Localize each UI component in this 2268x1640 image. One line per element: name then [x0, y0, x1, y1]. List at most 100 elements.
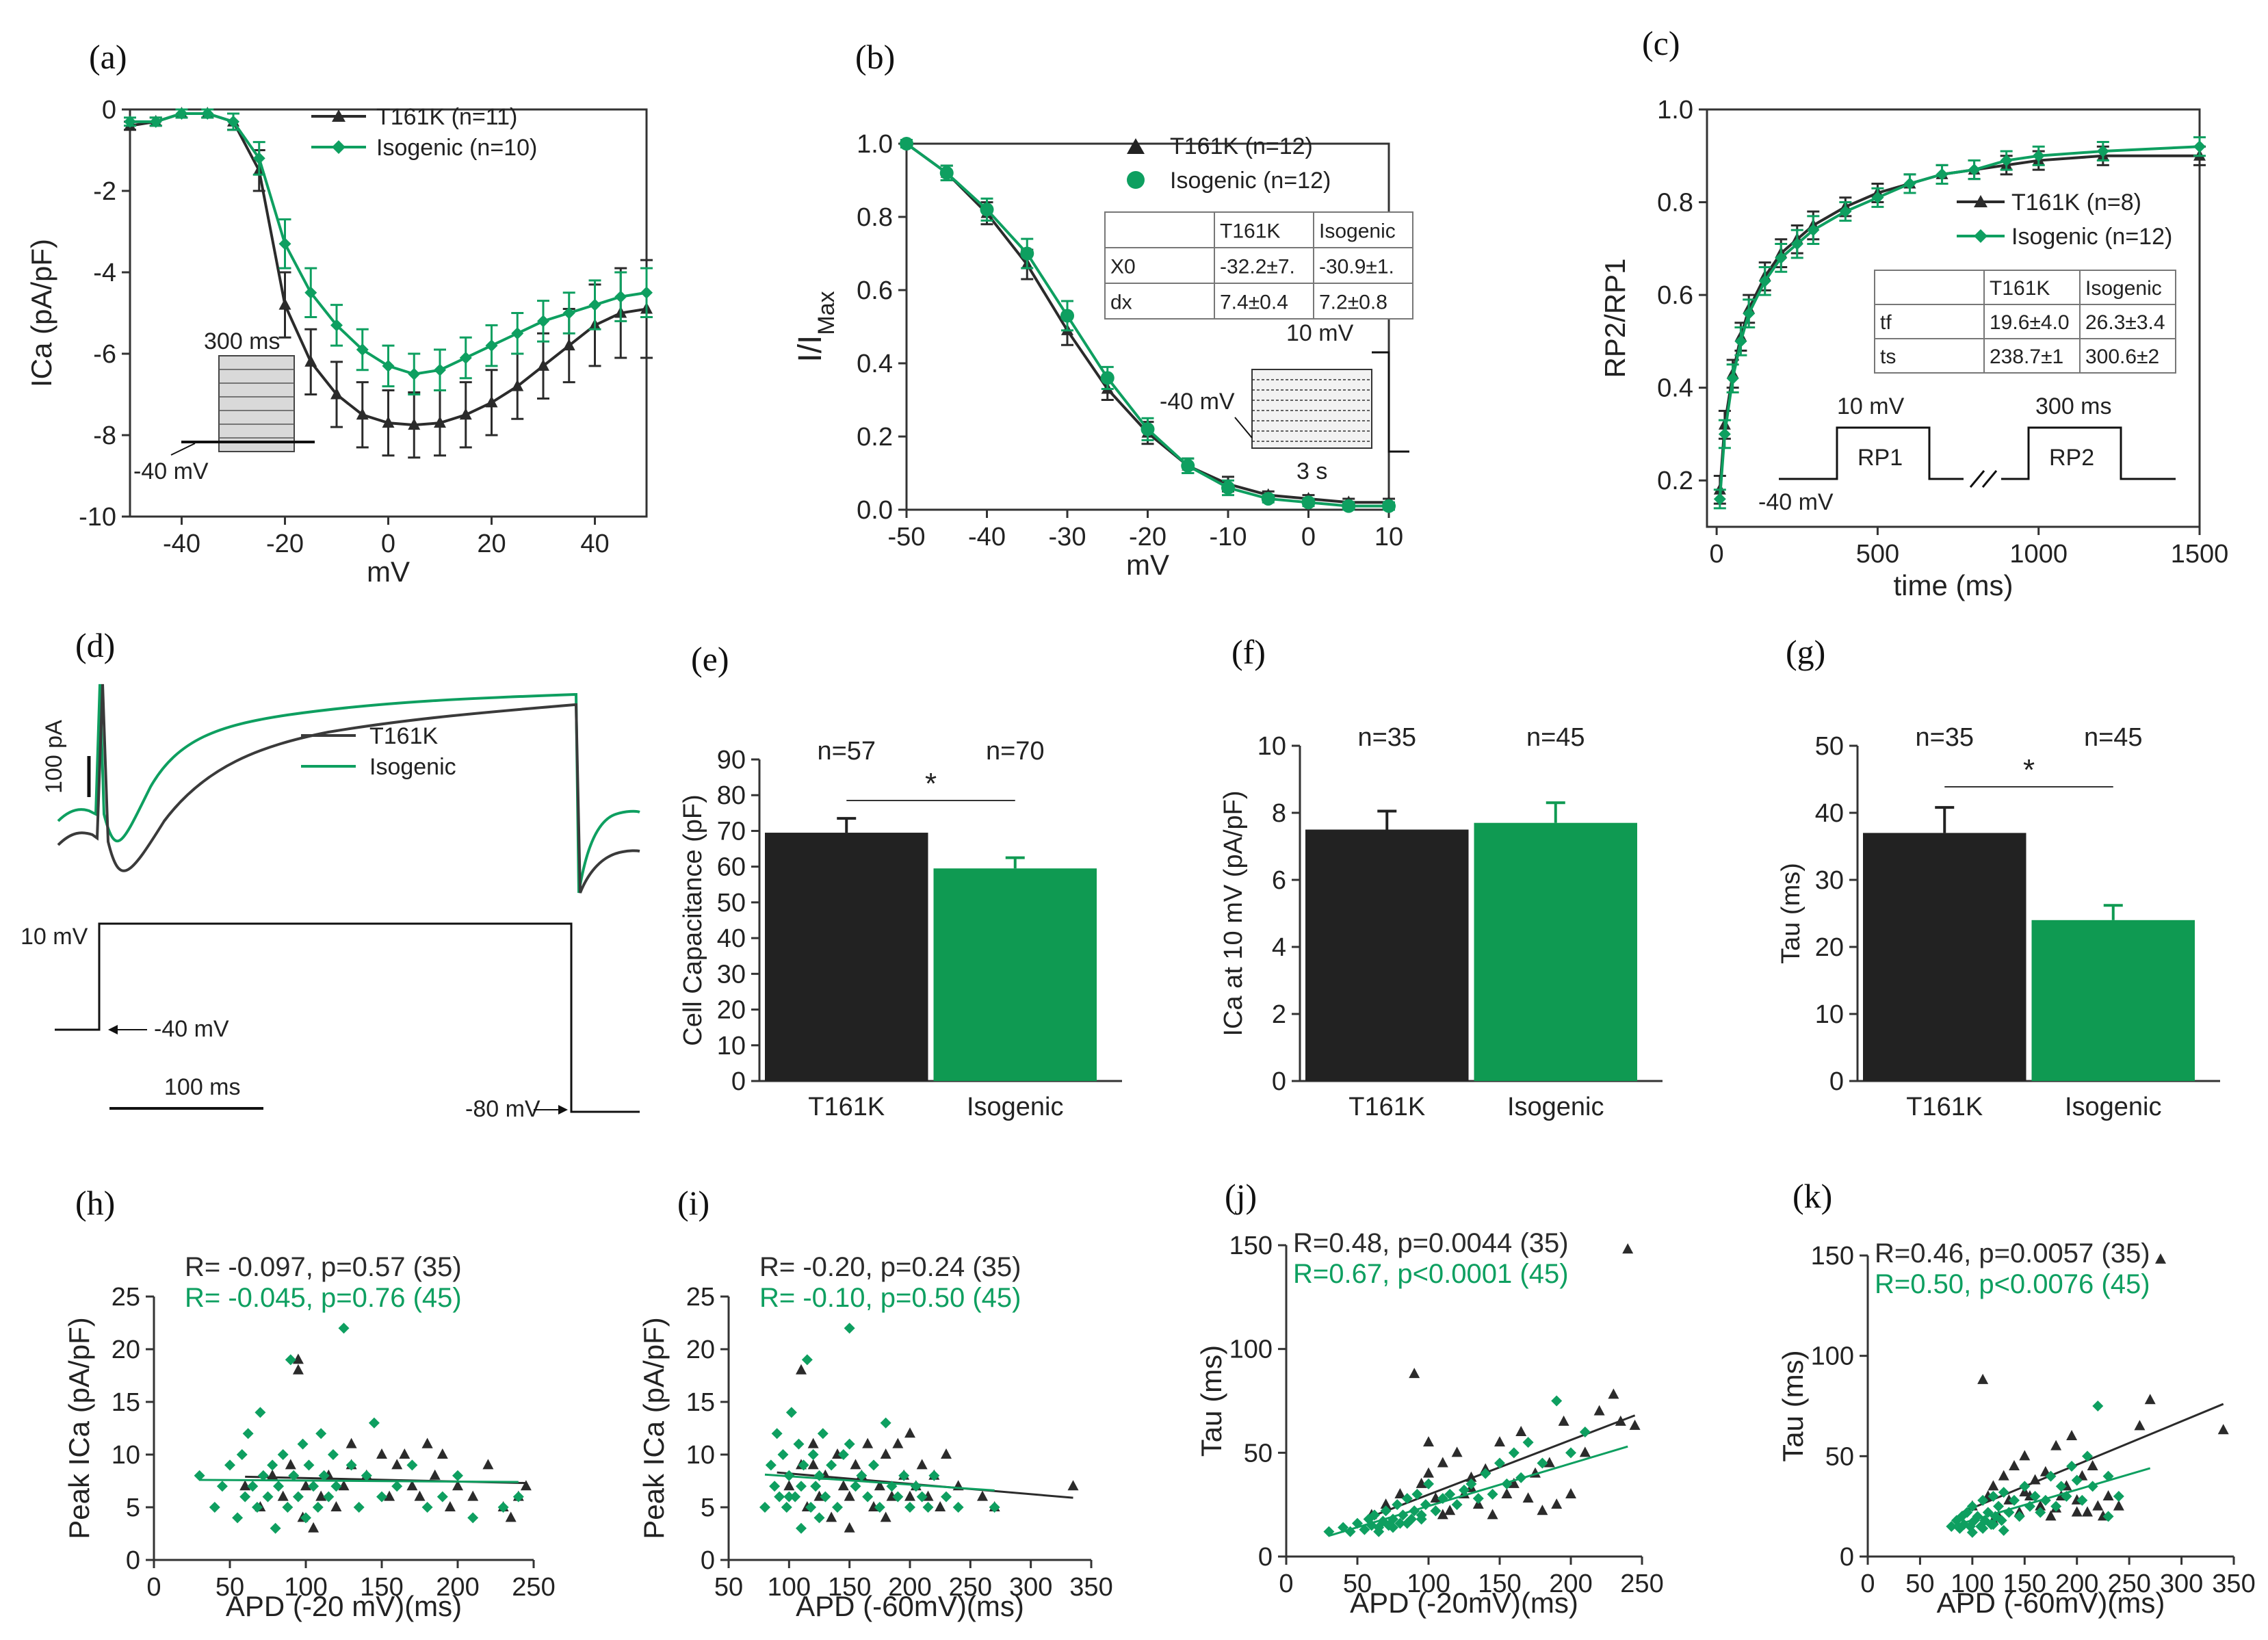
x-tick-label: 350 — [1069, 1573, 1112, 1602]
y-tick-label: 60 — [717, 853, 746, 882]
x-tick-label: 200 — [436, 1573, 479, 1602]
scatter-point-t161k — [414, 1490, 426, 1501]
data-point-isogenic — [1713, 493, 1726, 506]
scatter-point-t161k — [1487, 1509, 1498, 1520]
scatter-point-isogenic — [2009, 1494, 2020, 1506]
x-tick-label: 250 — [2107, 1570, 2150, 1598]
y-tick-label: 30 — [1815, 866, 1844, 895]
panel-label-i: (i) — [677, 1184, 709, 1222]
scatter-point-isogenic — [805, 1502, 817, 1513]
y-tick-label: 10 — [112, 1441, 140, 1470]
x-tick-label: -40 — [968, 523, 1006, 551]
scatter-point-isogenic — [892, 1491, 904, 1502]
data-point-t161k — [356, 408, 369, 420]
scatter-point-isogenic — [327, 1449, 339, 1460]
data-point-isogenic — [1790, 237, 1803, 250]
table-cell: Isogenic — [2085, 277, 2162, 300]
scatter-point-isogenic — [1993, 1500, 2005, 1512]
scatter-point-isogenic — [807, 1449, 819, 1460]
scatter-point-isogenic — [820, 1491, 831, 1502]
inset-pulse-2 — [2001, 426, 2176, 480]
data-point-isogenic — [227, 115, 239, 128]
scatter-point-t161k — [346, 1437, 357, 1448]
scatter-point-isogenic — [452, 1470, 463, 1481]
scatter-point-t161k — [391, 1459, 403, 1470]
scatter-point-isogenic — [216, 1481, 228, 1492]
y-axis-title: Tau (ms) — [1195, 1345, 1227, 1457]
scatter-point-isogenic — [239, 1491, 251, 1502]
bar-t161k — [1305, 829, 1469, 1081]
scatter-point-t161k — [783, 1480, 795, 1491]
scatter-point-isogenic — [300, 1512, 311, 1524]
inset-rp1: RP1 — [1858, 445, 1903, 471]
scatter-point-t161k — [330, 1501, 342, 1511]
n-label: n=70 — [986, 737, 1045, 766]
stat-text-t161k: R=0.46, p=0.0057 (35) — [1875, 1238, 2150, 1268]
y-axis-title: RP2/RP1 — [1599, 258, 1631, 378]
scatter-point-isogenic — [1416, 1513, 1427, 1525]
inset-step-c: 10 mV — [1837, 393, 1905, 419]
y-tick-label: 10 — [686, 1441, 715, 1470]
scatter-point-isogenic — [224, 1459, 235, 1471]
fit-line-isogenic — [1328, 1445, 1628, 1537]
scatter-point-t161k — [1508, 1477, 1520, 1488]
scatter-point-isogenic — [781, 1502, 792, 1513]
scatter-point-t161k — [935, 1501, 946, 1511]
panel-label-j: (j) — [1225, 1177, 1257, 1215]
x-tick-label: 150 — [360, 1573, 403, 1602]
table-cell: ts — [1880, 346, 1896, 368]
scatter-point-t161k — [1409, 1368, 1420, 1379]
scatter-point-isogenic — [1537, 1457, 1548, 1469]
scatter-point-isogenic — [1998, 1487, 2009, 1498]
scatter-point-t161k — [399, 1448, 410, 1459]
y-tick-label: 100 — [1229, 1336, 1273, 1364]
data-point-isogenic — [1382, 499, 1396, 513]
data-point-isogenic — [1839, 205, 1852, 218]
scatter-point-isogenic — [904, 1502, 915, 1513]
scatter-point-t161k — [2082, 1506, 2093, 1517]
x-tick-label: 500 — [1856, 540, 1899, 569]
x-tick-label: 200 — [888, 1573, 931, 1602]
inset-rp2: RP2 — [2049, 445, 2094, 471]
scatter-point-isogenic — [255, 1407, 266, 1418]
x-tick-label: 0 — [1860, 1570, 1875, 1598]
category-label: Isogenic — [1507, 1093, 1604, 1121]
scatter-point-isogenic — [262, 1491, 274, 1502]
data-point-t161k — [459, 408, 472, 420]
stat-text-t161k: R= -0.097, p=0.57 (35) — [185, 1252, 462, 1282]
scatter-point-t161k — [2009, 1460, 2020, 1470]
y-tick-label: 0.6 — [1657, 281, 1693, 310]
data-point-isogenic — [1758, 274, 1771, 287]
voltage-protocol-d — [55, 922, 640, 1113]
panel-c: (c) 0 500 1000 1500 0.2 0.4 0.6 0.8 1.0 time (ms)… — [1599, 24, 2228, 601]
x-axis-title: mV — [367, 556, 410, 588]
scatter-point-isogenic — [910, 1481, 922, 1492]
scatter-point-isogenic — [874, 1502, 885, 1513]
data-point-isogenic — [1261, 491, 1275, 506]
inset-step-block-b — [1251, 369, 1372, 449]
stat-text-isogenic: R= -0.10, p=0.50 (45) — [759, 1283, 1021, 1313]
data-point-t161k — [330, 387, 343, 400]
scatter-point-t161k — [2050, 1440, 2062, 1450]
scatter-point-t161k — [880, 1448, 891, 1459]
scatter-point-isogenic — [267, 1459, 278, 1471]
data-point-isogenic — [459, 351, 472, 364]
scatter-point-t161k — [807, 1459, 819, 1470]
scatter-point-isogenic — [774, 1491, 785, 1502]
x-axis-title: mV — [1126, 549, 1169, 581]
scatter-point-isogenic — [868, 1459, 879, 1471]
table-cell: 26.3±3.4 — [2085, 311, 2165, 334]
scatter-point-isogenic — [1966, 1526, 1978, 1538]
x-tick-label: 0 — [1279, 1570, 1293, 1598]
legend-label-isogenic: Isogenic (n=10) — [376, 135, 537, 161]
y-tick-label: 25 — [112, 1283, 140, 1312]
panel-label-e: (e) — [691, 640, 729, 678]
scatter-point-t161k — [837, 1480, 849, 1491]
y-axis-title: ICa (pA/pF) — [25, 239, 57, 387]
data-point-t161k — [485, 395, 498, 408]
scatter-point-isogenic — [1380, 1505, 1392, 1517]
scatter-point-t161k — [2019, 1450, 2031, 1461]
scatter-point-isogenic — [406, 1459, 418, 1471]
y-tick-label: 6 — [1272, 866, 1286, 895]
